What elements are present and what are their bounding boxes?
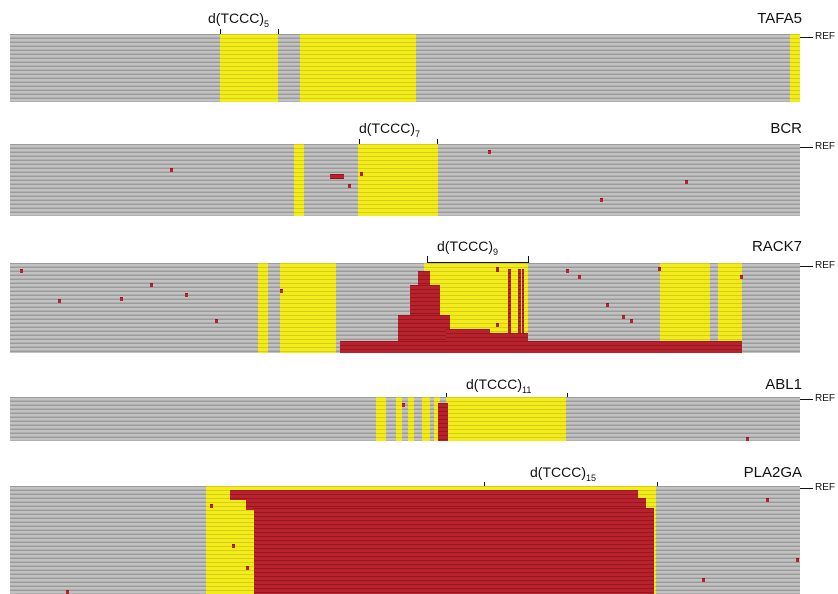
read-pileup [10, 144, 800, 216]
read-pileup [10, 263, 800, 353]
read-pileup [10, 397, 800, 441]
ref-line [800, 147, 813, 148]
motif-bracket [427, 262, 529, 263]
ref-line [800, 266, 813, 267]
ref-label: REF [815, 141, 835, 152]
ref-line [800, 37, 813, 38]
gene-label: TAFA5 [757, 10, 802, 27]
motif-end-tick [528, 256, 529, 265]
motif-start-tick [427, 256, 428, 265]
alignment-panel-bcr: d(TCCC)7 BCR REF [0, 110, 838, 220]
motif-label: d(TCCC)5 [208, 10, 270, 29]
motif-start-tick [220, 29, 221, 36]
read-pileup [10, 486, 800, 594]
gene-label: BCR [770, 120, 802, 137]
read-pileup [10, 34, 800, 102]
ref-label: REF [815, 260, 835, 271]
alignment-panel-pla2ga: d(TCCC)15 PLA2GA REF [0, 460, 838, 594]
motif-end-tick [437, 139, 438, 146]
alignment-panel-abl1: d(TCCC)11 ABL1 REF [0, 366, 838, 466]
ref-label: REF [815, 393, 835, 404]
gene-label: RACK7 [751, 238, 802, 255]
gene-label: PLA2GA [743, 464, 802, 481]
ref-label: REF [815, 31, 835, 42]
alignment-panel-rack7: d(TCCC)9 RACK7 [0, 228, 838, 358]
ref-label: REF [815, 482, 835, 493]
motif-start-tick [359, 139, 360, 146]
motif-label: d(TCCC)9 [437, 238, 499, 257]
motif-end-tick [278, 29, 279, 36]
motif-label: d(TCCC)11 [466, 376, 532, 395]
ref-line [800, 399, 813, 400]
ref-line [800, 488, 813, 489]
motif-label: d(TCCC)7 [359, 120, 421, 139]
motif-label: d(TCCC)15 [530, 464, 597, 483]
alignment-panel-tafa5: d(TCCC)5 TAFA5 REF [0, 0, 838, 110]
gene-label: ABL1 [765, 376, 802, 393]
